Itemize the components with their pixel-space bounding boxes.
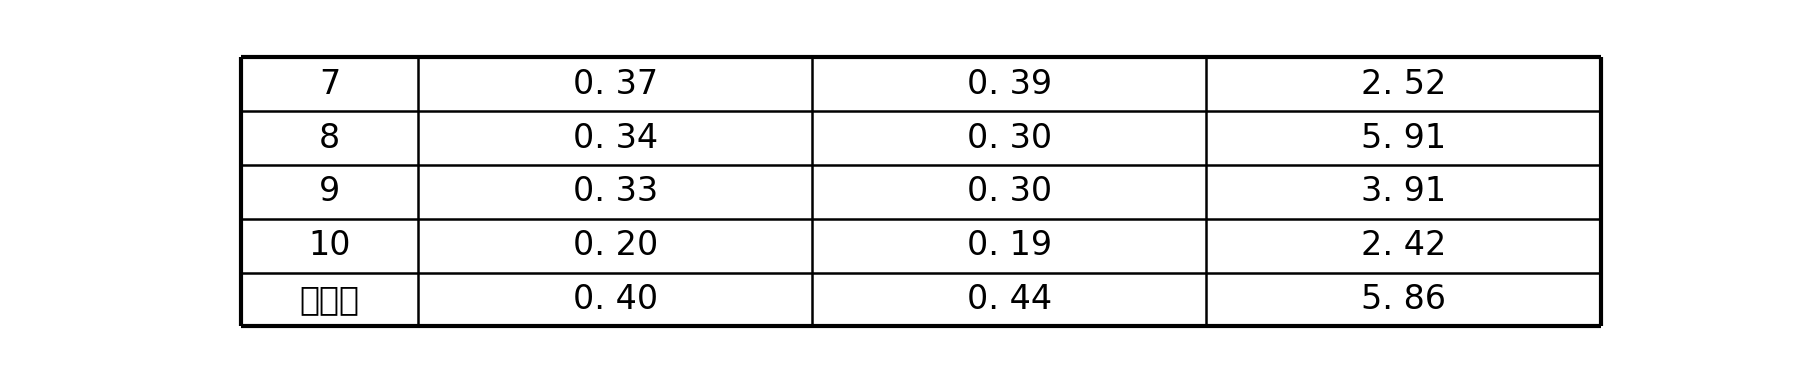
Text: 2. 52: 2. 52 [1360,68,1447,101]
Text: 0. 30: 0. 30 [967,176,1051,208]
Text: 平均値: 平均値 [300,283,359,316]
Text: 0. 19: 0. 19 [967,229,1051,262]
Text: 2. 42: 2. 42 [1360,229,1447,262]
Text: 0. 34: 0. 34 [573,122,658,155]
Text: 0. 44: 0. 44 [967,283,1051,316]
Text: 5. 91: 5. 91 [1360,122,1447,155]
Text: 0. 40: 0. 40 [573,283,658,316]
Text: 0. 33: 0. 33 [573,176,658,208]
Text: 0. 20: 0. 20 [573,229,658,262]
Text: 0. 39: 0. 39 [967,68,1051,101]
Text: 8: 8 [320,122,340,155]
Text: 0. 30: 0. 30 [967,122,1051,155]
Text: 3. 91: 3. 91 [1360,176,1447,208]
Text: 0. 37: 0. 37 [573,68,658,101]
Text: 7: 7 [320,68,340,101]
Text: 5. 86: 5. 86 [1360,283,1447,316]
Text: 10: 10 [309,229,350,262]
Text: 9: 9 [320,176,340,208]
